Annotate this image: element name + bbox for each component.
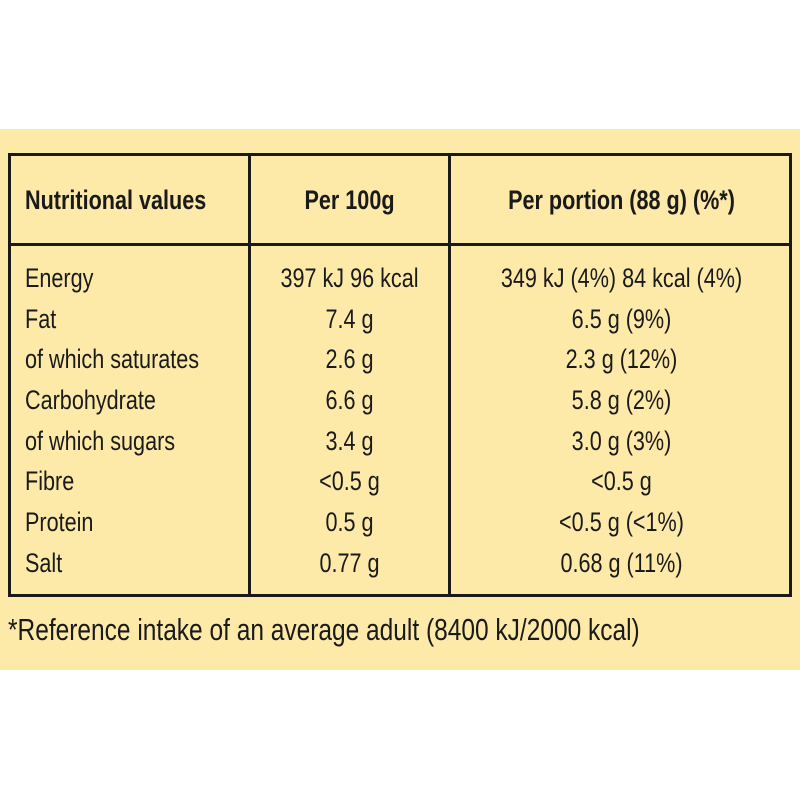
per-100g-value: <0.5 g <box>319 466 380 497</box>
per-100g-value: 0.77 g <box>319 547 380 578</box>
nutrient-name: Protein <box>25 507 94 538</box>
per-100g-value: 7.4 g <box>325 303 374 334</box>
nutrient-name: Fibre <box>25 466 75 497</box>
table-body: Energy 397 kJ 96 kcal 349 kJ (4%) 84 kca… <box>11 258 789 584</box>
nutrient-name: Carbohydrate <box>25 385 156 416</box>
per-portion-value: 0.68 g (11%) <box>560 547 683 578</box>
table-row: Salt 0.77 g 0.68 g (11%) <box>11 543 789 584</box>
nutrient-name: Energy <box>25 263 94 293</box>
per-portion-value: 5.8 g (2%) <box>571 385 672 416</box>
reference-intake-footnote: *Reference intake of an average adult (8… <box>8 612 640 647</box>
per-portion-value: 2.3 g (12%) <box>565 344 678 375</box>
table-row: Protein 0.5 g <0.5 g (<1%) <box>11 502 789 543</box>
per-portion-value: 6.5 g (9%) <box>571 303 672 334</box>
nutrient-name: of which sugars <box>25 425 176 456</box>
nutrient-name: Fat <box>25 303 57 334</box>
table-row: Fibre <0.5 g <0.5 g <box>11 461 789 502</box>
column-divider <box>448 156 451 594</box>
nutrient-name: of which saturates <box>25 344 200 375</box>
per-100g-value: 397 kJ 96 kcal <box>280 263 419 293</box>
table-row: Energy 397 kJ 96 kcal 349 kJ (4%) 84 kca… <box>11 258 789 299</box>
per-100g-value: 6.6 g <box>325 385 374 416</box>
header-divider <box>11 243 789 246</box>
header-nutritional-values: Nutritional values <box>25 185 207 215</box>
per-portion-value: 3.0 g (3%) <box>571 425 672 456</box>
per-100g-value: 0.5 g <box>325 507 374 538</box>
table-row: of which sugars 3.4 g 3.0 g (3%) <box>11 421 789 462</box>
nutrient-name: Salt <box>25 547 63 578</box>
table-row: Carbohydrate 6.6 g 5.8 g (2%) <box>11 380 789 421</box>
per-portion-value: <0.5 g (<1%) <box>559 507 684 538</box>
label-panel <box>0 129 800 670</box>
header-per-100g: Per 100g <box>304 185 395 215</box>
table-row: Fat 7.4 g 6.5 g (9%) <box>11 299 789 340</box>
per-portion-value: 349 kJ (4%) 84 kcal (4%) <box>500 263 743 293</box>
per-100g-value: 3.4 g <box>325 425 374 456</box>
nutrition-table: Nutritional values Per 100g Per portion … <box>8 153 792 597</box>
per-100g-value: 2.6 g <box>325 344 374 375</box>
column-divider <box>248 156 251 594</box>
header-per-portion: Per portion (88 g) (%*) <box>508 185 735 215</box>
table-row: of which saturates 2.6 g 2.3 g (12%) <box>11 339 789 380</box>
per-portion-value: <0.5 g <box>591 466 652 497</box>
